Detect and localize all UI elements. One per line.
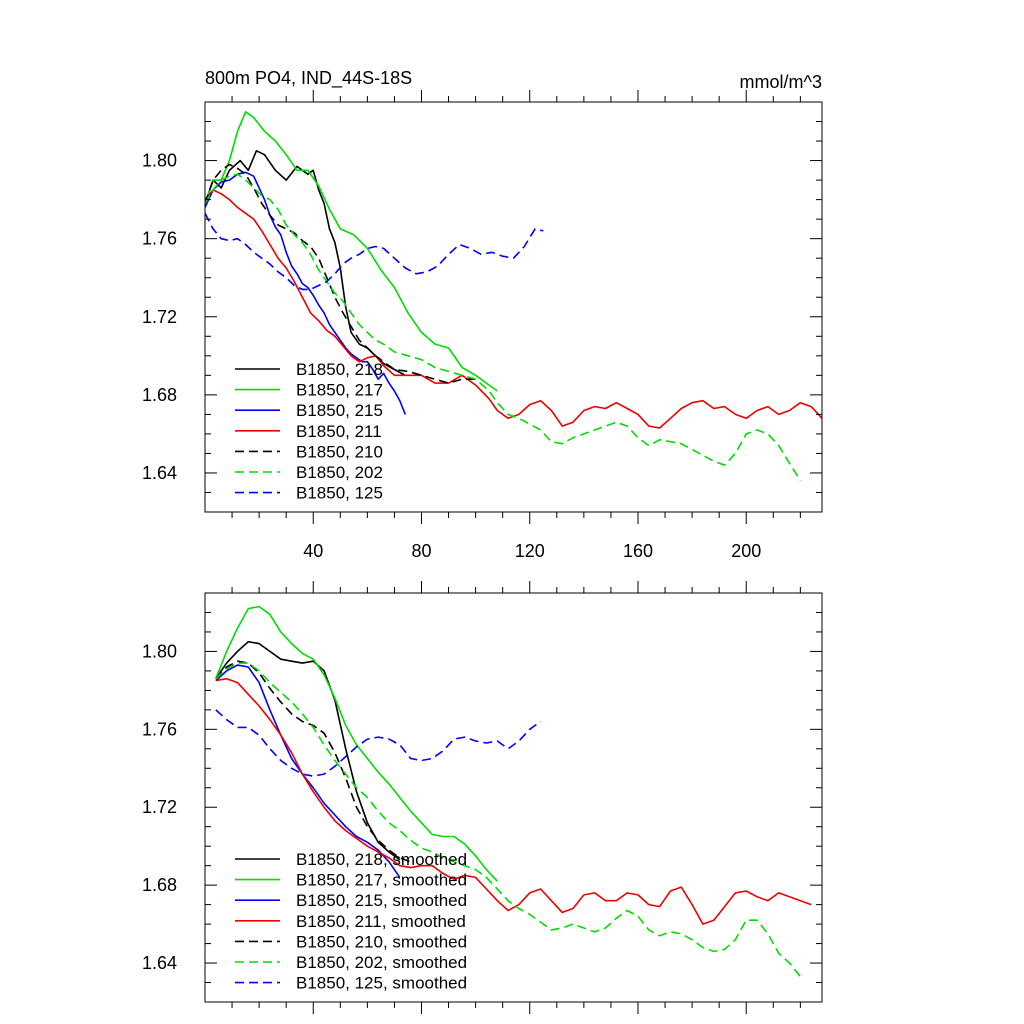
legend-label: B1850, 218, smoothed (296, 850, 467, 869)
series-line-b1850-202-smoothed (215, 662, 802, 978)
x-tick-label: 80 (411, 541, 431, 561)
legend-label: B1850, 210, smoothed (296, 932, 467, 951)
y-tick-label: 1.72 (142, 797, 177, 817)
series-line-b1850-217-smoothed (215, 605, 498, 882)
chart-title: 800m PO4, IND_44S-18S (205, 68, 412, 89)
x-tick-label: 200 (731, 541, 761, 561)
legend-label: B1850, 202, smoothed (296, 953, 467, 972)
series-line-b1850-210-smoothed (215, 660, 411, 863)
legend-label: B1850, 125, smoothed (296, 974, 467, 993)
x-tick-label: 160 (623, 541, 653, 561)
series-line-b1850-211 (205, 189, 822, 429)
x-tick-label: 120 (515, 541, 545, 561)
legend-label: B1850, 211 (296, 422, 382, 441)
series-line-b1850-125 (205, 212, 544, 291)
series-line-b1850-211-smoothed (215, 677, 812, 925)
y-tick-label: 1.80 (142, 641, 177, 661)
axis-ticks (205, 581, 822, 1014)
y-tick-label: 1.68 (142, 385, 177, 405)
chart-panel-bottom: 1.64 1.68 1.72 1.76 1.80 B1850, 218, smoothed… (142, 581, 823, 1014)
legend-label: B1850, 217, smoothed (296, 871, 467, 890)
units-label: mmol/m^3 (740, 72, 822, 92)
chart-panel-top: 1.64 1.68 1.72 1.76 1.80 40 80 120 160 200 800m PO… (142, 68, 823, 561)
y-tick-label: 1.76 (142, 719, 177, 739)
series-line-b1850-125-smoothed (215, 709, 542, 777)
series-line-b1850-202 (205, 173, 802, 482)
y-tick-label: 1.64 (142, 953, 177, 973)
x-tick-label: 40 (303, 541, 323, 561)
series-lines (205, 111, 822, 482)
series-line-b1850-215 (205, 171, 407, 415)
plot-frame (204, 592, 823, 1003)
axis-ticks (205, 90, 822, 524)
legend-label: B1850, 215 (296, 401, 383, 420)
series-line-b1850-210 (205, 163, 476, 384)
series-line-b1850-215-smoothed (215, 664, 401, 878)
series-lines (215, 605, 812, 978)
y-tick-label: 1.68 (142, 875, 177, 895)
plot-frame (204, 101, 823, 513)
y-tick-label: 1.76 (142, 229, 177, 249)
legend-label: B1850, 210 (296, 442, 383, 461)
y-tick-label: 1.64 (142, 463, 177, 483)
legend-label: B1850, 202 (296, 463, 383, 482)
y-tick-label: 1.80 (142, 151, 177, 171)
legend-label: B1850, 217 (296, 381, 383, 400)
legend-label: B1850, 215, smoothed (296, 891, 467, 910)
legend-label: B1850, 211, smoothed (296, 912, 466, 931)
series-line-b1850-217 (205, 111, 498, 392)
y-tick-label: 1.72 (142, 307, 177, 327)
legend: B1850, 218, smoothed B1850, 217, smoothed… (235, 850, 467, 993)
legend-label: B1850, 218 (296, 360, 383, 379)
legend-label: B1850, 125 (296, 484, 383, 503)
series-line-b1850-218 (205, 150, 406, 377)
series-line-b1850-218-smoothed (215, 640, 401, 861)
